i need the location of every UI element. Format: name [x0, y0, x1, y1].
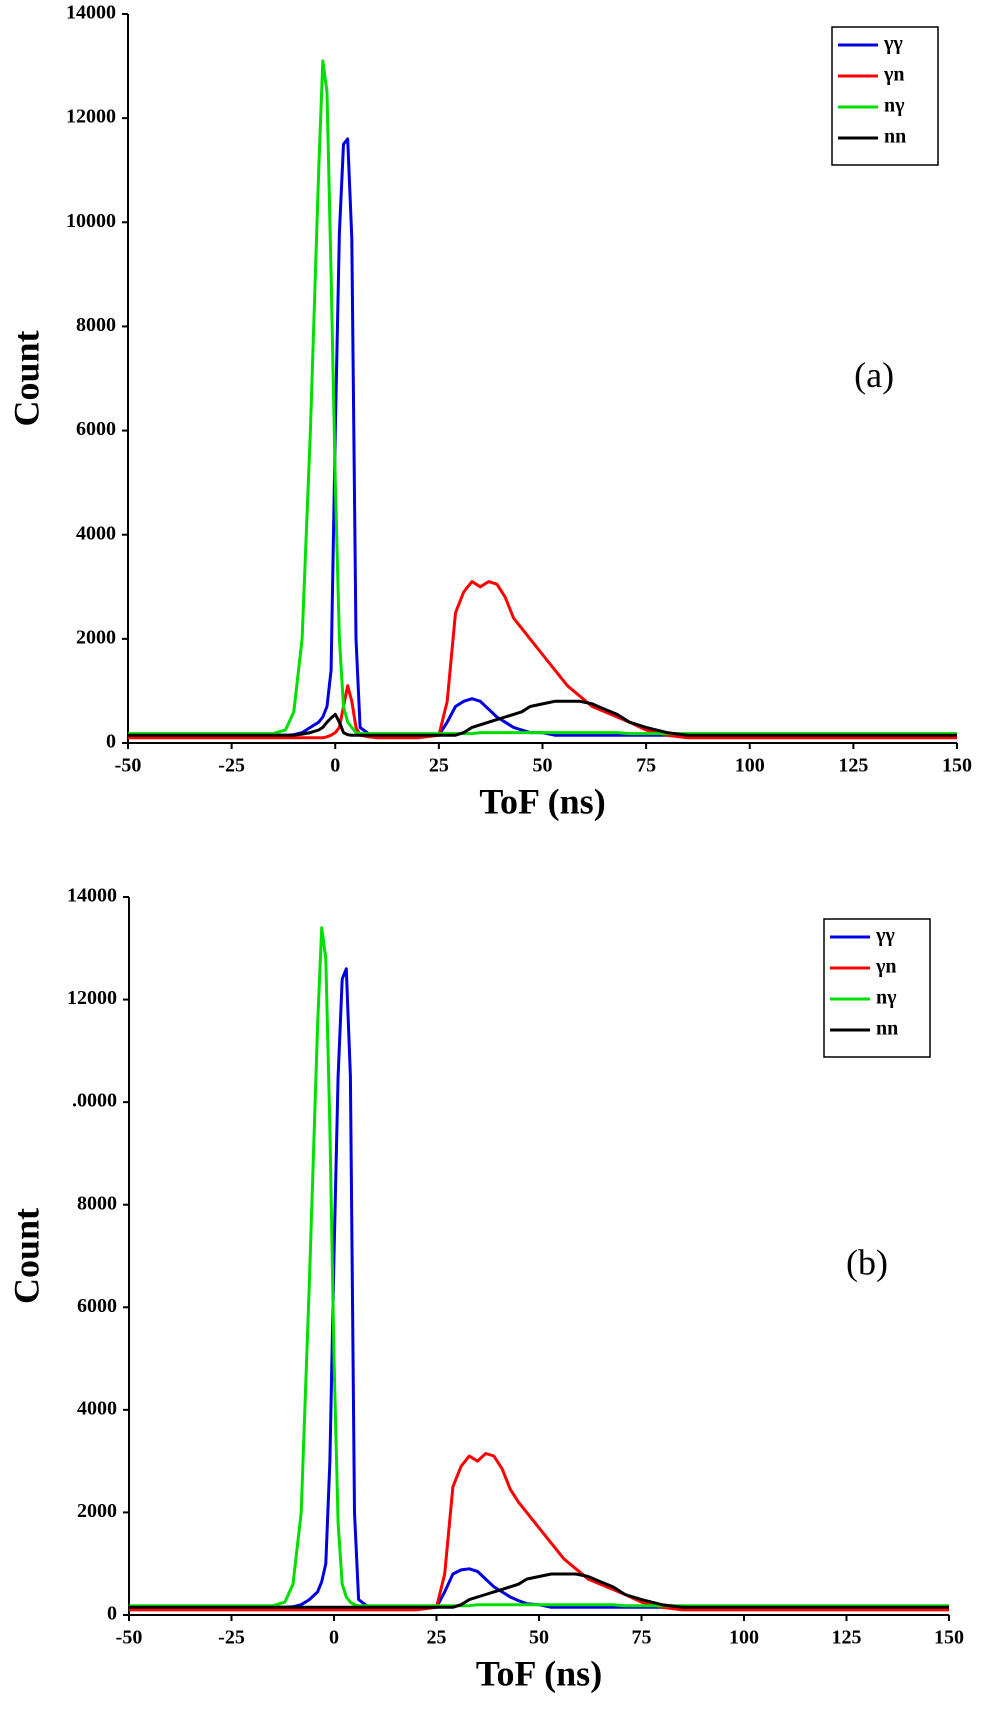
x-tick-label: 125 — [832, 1627, 862, 1649]
y-tick-label: 8000 — [77, 1192, 117, 1214]
series-line — [128, 699, 957, 737]
series-line — [129, 1572, 949, 1609]
series-line — [129, 967, 949, 1609]
series-line — [128, 580, 957, 740]
x-tick-label: 150 — [934, 1627, 964, 1649]
x-tick-label: 25 — [427, 1627, 447, 1649]
y-tick-label: 0 — [107, 1603, 117, 1625]
series-line — [128, 137, 957, 737]
x-tick-label: 50 — [533, 755, 553, 777]
x-tick-label: 125 — [838, 755, 868, 777]
x-tick-label: -50 — [115, 755, 142, 777]
x-tick-label: 100 — [729, 1627, 759, 1649]
y-tick-label: 12000 — [67, 987, 117, 1009]
y-tick-label: 2000 — [77, 1500, 117, 1522]
legend-label: γγ — [875, 925, 895, 947]
y-tick-label: .0000 — [72, 1090, 117, 1112]
legend-label: γn — [875, 956, 896, 978]
x-tick-label: 75 — [632, 1627, 652, 1649]
x-tick-label: 100 — [735, 755, 765, 777]
legend-label: nn — [884, 126, 906, 148]
legend-label: γγ — [883, 33, 903, 55]
y-axis-label: Count — [6, 1208, 46, 1304]
x-tick-label: 0 — [330, 755, 340, 777]
y-axis-label: Count — [6, 330, 46, 426]
y-tick-label: 14000 — [66, 2, 116, 24]
y-tick-label: 10000 — [66, 210, 116, 232]
legend-label: nγ — [884, 95, 905, 117]
y-tick-label: 8000 — [76, 314, 116, 336]
y-tick-label: 14000 — [67, 885, 117, 907]
x-tick-label: -50 — [116, 1627, 143, 1649]
y-tick-label: 4000 — [77, 1397, 117, 1419]
legend-box — [823, 918, 931, 1058]
x-tick-label: -25 — [218, 1627, 245, 1649]
x-tick-label: -25 — [218, 755, 245, 777]
legend-label: γn — [883, 64, 904, 86]
y-tick-label: 2000 — [76, 626, 116, 648]
y-tick-label: 0 — [106, 731, 116, 753]
panel-label: (b) — [846, 1243, 888, 1283]
y-tick-label: 12000 — [66, 106, 116, 128]
x-tick-label: 25 — [429, 755, 449, 777]
x-axis-label: ToF (ns) — [479, 781, 605, 821]
x-tick-label: 150 — [942, 755, 972, 777]
legend-box — [831, 26, 939, 166]
x-tick-label: 50 — [529, 1627, 549, 1649]
legend-label: nγ — [876, 987, 897, 1009]
y-tick-label: 4000 — [76, 522, 116, 544]
y-tick-label: 6000 — [77, 1295, 117, 1317]
x-tick-label: 75 — [636, 755, 656, 777]
series-line — [129, 1452, 949, 1612]
x-tick-label: 0 — [329, 1627, 339, 1649]
x-axis-label: ToF (ns) — [476, 1653, 602, 1693]
legend-label: nn — [876, 1018, 898, 1040]
panel-label: (a) — [854, 355, 894, 395]
y-tick-label: 6000 — [76, 418, 116, 440]
